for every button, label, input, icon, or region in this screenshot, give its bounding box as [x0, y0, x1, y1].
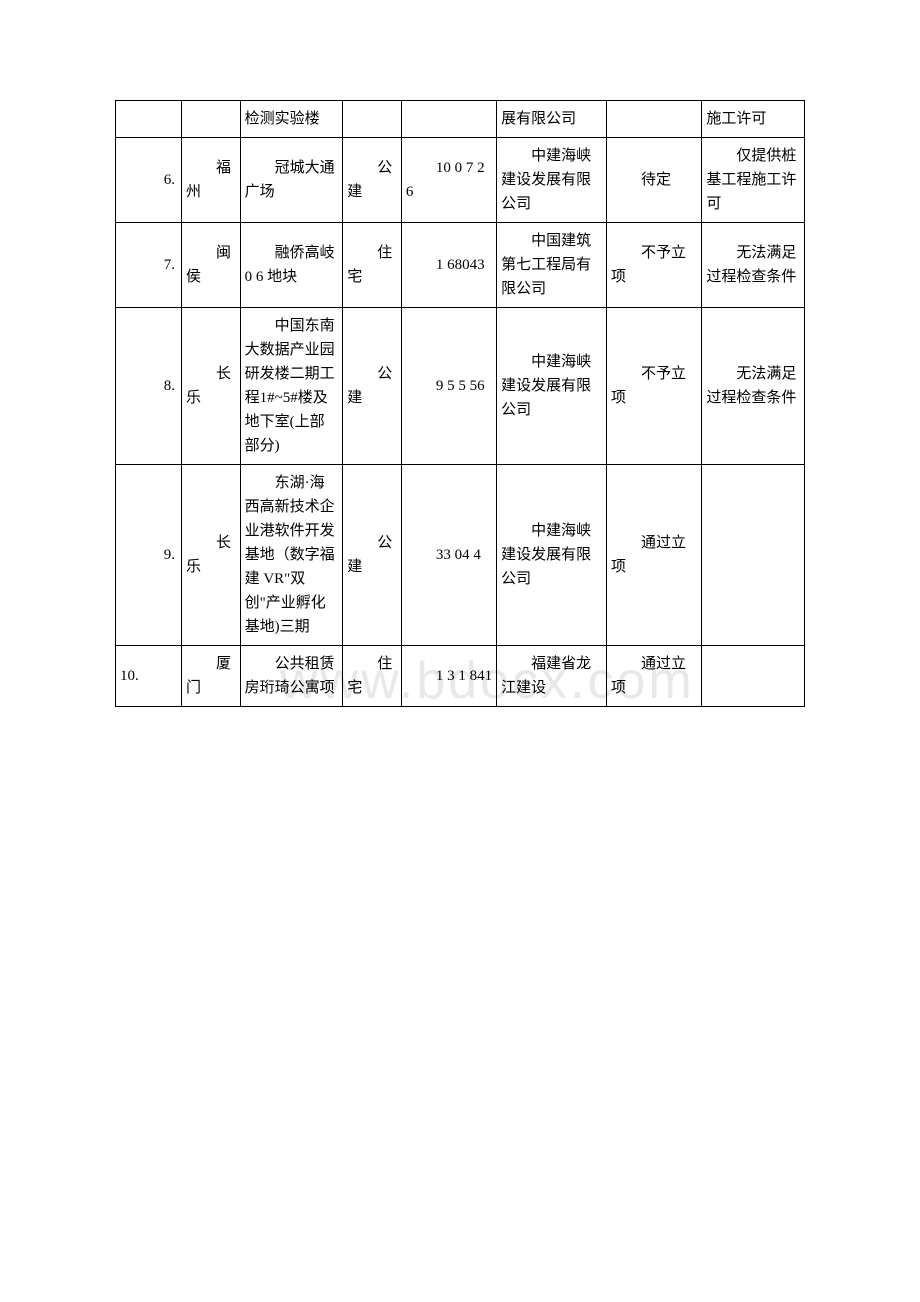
- cell-type: 公建: [343, 138, 402, 223]
- cell-remark: 施工许可: [702, 101, 805, 138]
- cell-type: [343, 101, 402, 138]
- cell-remark: [702, 465, 805, 646]
- cell-company: 中国建筑第七工程局有限公司: [497, 223, 607, 308]
- cell-company: 中建海峡建设发展有限公司: [497, 138, 607, 223]
- cell-remark: [702, 646, 805, 707]
- cell-status: 待定: [607, 138, 702, 223]
- cell-city: 福州: [181, 138, 240, 223]
- cell-status: 不予立项: [607, 308, 702, 465]
- cell-city: 长乐: [181, 308, 240, 465]
- cell-idx: 10.: [116, 646, 182, 707]
- cell-status: 通过立项: [607, 465, 702, 646]
- project-table: 检测实验楼 展有限公司 施工许可 6. 福州 冠城大通广场 公建 10 0 7 …: [115, 100, 805, 707]
- table-row: 6. 福州 冠城大通广场 公建 10 0 7 2 6 中建海峡建设发展有限公司 …: [116, 138, 805, 223]
- cell-company: 中建海峡建设发展有限公司: [497, 465, 607, 646]
- table-row: 检测实验楼 展有限公司 施工许可: [116, 101, 805, 138]
- cell-idx: 8.: [116, 308, 182, 465]
- cell-num: 33 04 4: [401, 465, 496, 646]
- cell-idx: 9.: [116, 465, 182, 646]
- table-row: 8. 长乐 中国东南大数据产业园研发楼二期工程1#~5#楼及地下室(上部部分) …: [116, 308, 805, 465]
- cell-idx: [116, 101, 182, 138]
- cell-city: [181, 101, 240, 138]
- cell-type: 住宅: [343, 646, 402, 707]
- cell-city: 闽侯: [181, 223, 240, 308]
- cell-project: 检测实验楼: [240, 101, 343, 138]
- cell-status: [607, 101, 702, 138]
- cell-project: 冠城大通广场: [240, 138, 343, 223]
- cell-remark: 无法满足过程检查条件: [702, 308, 805, 465]
- cell-company: 中建海峡建设发展有限公司: [497, 308, 607, 465]
- cell-remark: 无法满足过程检查条件: [702, 223, 805, 308]
- table-row: 7. 闽侯 融侨高岐 0 6 地块 住宅 1 68043 中国建筑第七工程局有限…: [116, 223, 805, 308]
- cell-type: 住宅: [343, 223, 402, 308]
- table-row: 9. 长乐 东湖·海西高新技术企业港软件开发基地（数字福建 VR"双创"产业孵化…: [116, 465, 805, 646]
- table-row: 10. 厦门 公共租赁房珩琦公寓项 住宅 1 3 1 841 福建省龙江建设 通…: [116, 646, 805, 707]
- cell-type: 公建: [343, 465, 402, 646]
- cell-num: 9 5 5 56: [401, 308, 496, 465]
- cell-type: 公建: [343, 308, 402, 465]
- cell-status: 通过立项: [607, 646, 702, 707]
- cell-status: 不予立项: [607, 223, 702, 308]
- cell-project: 公共租赁房珩琦公寓项: [240, 646, 343, 707]
- cell-project: 中国东南大数据产业园研发楼二期工程1#~5#楼及地下室(上部部分): [240, 308, 343, 465]
- cell-company: 福建省龙江建设: [497, 646, 607, 707]
- cell-idx: 7.: [116, 223, 182, 308]
- cell-num: 10 0 7 2 6: [401, 138, 496, 223]
- cell-city: 长乐: [181, 465, 240, 646]
- cell-num: 1 68043: [401, 223, 496, 308]
- cell-idx: 6.: [116, 138, 182, 223]
- cell-remark: 仅提供桩基工程施工许可: [702, 138, 805, 223]
- cell-company: 展有限公司: [497, 101, 607, 138]
- cell-project: 融侨高岐 0 6 地块: [240, 223, 343, 308]
- cell-project: 东湖·海西高新技术企业港软件开发基地（数字福建 VR"双创"产业孵化基地)三期: [240, 465, 343, 646]
- cell-num: [401, 101, 496, 138]
- cell-city: 厦门: [181, 646, 240, 707]
- cell-num: 1 3 1 841: [401, 646, 496, 707]
